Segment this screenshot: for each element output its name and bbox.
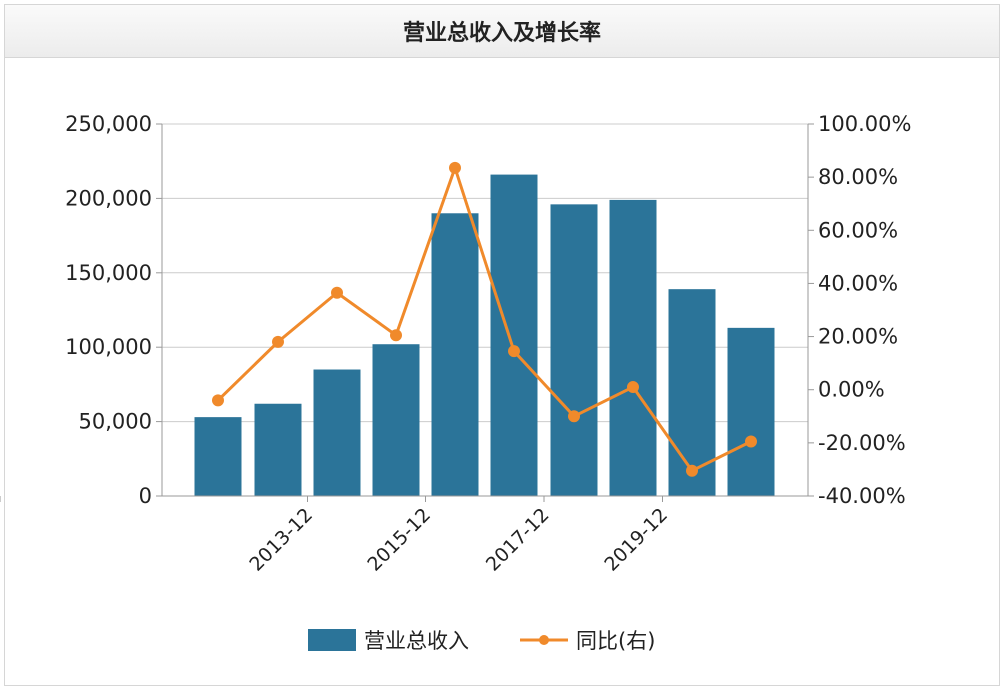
legend-line-marker (539, 635, 549, 645)
y-left-tick-label: 100,000 (65, 335, 152, 359)
x-tick-label: 2019-12 (600, 504, 672, 576)
y-right-tick-label: 20.00% (818, 325, 898, 349)
y-left-tick-label: 50,000 (79, 410, 152, 434)
x-tick-label: 2017-12 (482, 504, 554, 576)
y-right-tick-label: 80.00% (818, 165, 898, 189)
y-left-tick-label: 200,000 (65, 186, 152, 210)
y-right-tick-label: 0.00% (818, 378, 885, 402)
bar (550, 204, 598, 497)
bar (727, 327, 775, 496)
y-right-tick-label: 40.00% (818, 271, 898, 295)
growth-point (627, 381, 639, 394)
y-right-tick-label: 60.00% (818, 218, 898, 242)
bar (372, 344, 420, 496)
chart-title: 营业总收入及增长率 (5, 5, 999, 58)
x-tick-label: 2013-12 (245, 504, 317, 576)
growth-point (331, 286, 343, 299)
legend-label-growth: 同比(右) (576, 629, 655, 653)
bar (431, 213, 479, 496)
growth-point (449, 161, 461, 174)
bar (609, 199, 657, 496)
bar (194, 417, 242, 496)
y-right-tick-label: -20.00% (818, 431, 906, 455)
growth-point (745, 435, 757, 448)
legend-label-revenue: 营业总收入 (364, 629, 469, 653)
growth-point (390, 329, 402, 342)
y-right-tick-label: -40.00% (818, 484, 906, 508)
x-tick-label: 2015-12 (363, 504, 435, 576)
growth-line (216, 163, 752, 473)
bar (490, 174, 538, 497)
legend-bar-swatch (308, 629, 356, 651)
y-left-tick-label: 0 (139, 484, 152, 508)
growth-point (508, 345, 520, 358)
growth-point (212, 394, 224, 407)
y-left-tick-label: 150,000 (65, 261, 152, 285)
bar (254, 403, 302, 496)
growth-point (686, 464, 698, 477)
bar (313, 369, 361, 496)
growth-point (272, 335, 284, 348)
y-right-tick-label: 100.00% (818, 112, 911, 136)
chart-panel: 营业总收入及增长率 (4, 4, 1000, 686)
growth-point (568, 410, 580, 423)
y-left-tick-label: 250,000 (65, 112, 152, 136)
